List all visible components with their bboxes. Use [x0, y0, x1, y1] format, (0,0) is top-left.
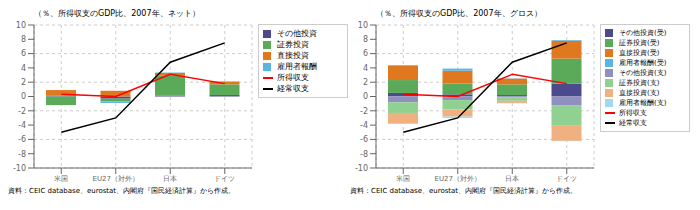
html-text:雇用者報酬(受): 雇用者報酬(受)	[619, 59, 667, 67]
html-text:証券投資(受): 証券投資(受)	[619, 39, 660, 47]
svg-text:EU27（対外）: EU27（対外）	[93, 175, 139, 183]
html-text:直接投資: 直接投資	[277, 51, 309, 60]
svg-text:-8: -8	[360, 150, 368, 159]
html-text:雇用者報酬: 雇用者報酬	[277, 62, 317, 71]
svg-text:0: 0	[21, 92, 26, 101]
svg-text:日本: 日本	[163, 175, 177, 183]
html-text:その他投資: その他投資	[277, 29, 317, 38]
html-text:資料：CEIC database、eurostat、内閣府『: 資料：CEIC database、eurostat、内閣府『国民経済計算』から作…	[350, 187, 578, 195]
html-text:その他投資(受): その他投資(受)	[619, 29, 667, 37]
svg-text:米国: 米国	[54, 175, 68, 183]
svg-text:-2: -2	[18, 107, 26, 116]
svg-text:ドイツ: ドイツ	[556, 175, 577, 183]
svg-text:ドイツ: ドイツ	[214, 175, 235, 183]
svg-text:10: 10	[358, 21, 368, 30]
svg-text:4: 4	[21, 64, 26, 73]
html-text:証券投資(支): 証券投資(支)	[619, 79, 660, 87]
html-text:その他投資(支): その他投資(支)	[619, 69, 667, 77]
svg-text:-10: -10	[13, 164, 26, 173]
svg-text:6: 6	[363, 49, 368, 58]
svg-text:-6: -6	[360, 135, 368, 144]
html-text:経常収支: 経常収支	[277, 84, 309, 93]
svg-text:-4: -4	[360, 121, 368, 130]
svg-text:EU27（対外）: EU27（対外）	[435, 175, 481, 183]
svg-text:-2: -2	[360, 107, 368, 116]
svg-text:6: 6	[21, 49, 26, 58]
html-text:直接投資(支): 直接投資(支)	[619, 89, 660, 97]
html-text:（％、所得収支のGDP比、2007年、ネット）: （％、所得収支のGDP比、2007年、ネット）	[34, 9, 200, 18]
svg-text:-8: -8	[18, 150, 26, 159]
svg-text:0: 0	[363, 92, 368, 101]
svg-text:-4: -4	[18, 121, 26, 130]
svg-text:-6: -6	[18, 135, 26, 144]
svg-text:日本: 日本	[505, 175, 519, 183]
html-text:（％、所得収支のGDP比、2007年、グロス）: （％、所得収支のGDP比、2007年、グロス）	[376, 9, 542, 18]
svg-text:米国: 米国	[396, 175, 410, 183]
html-text:雇用者報酬(支): 雇用者報酬(支)	[619, 99, 667, 107]
svg-text:-10: -10	[355, 164, 368, 173]
svg-text:8: 8	[21, 35, 26, 44]
html-text:所得収支: 所得収支	[619, 109, 647, 117]
html-text:所得収支: 所得収支	[277, 73, 309, 82]
svg-text:4: 4	[363, 64, 368, 73]
svg-text:2: 2	[21, 78, 26, 87]
html-text:経常収支: 経常収支	[619, 119, 647, 127]
html-text:証券投資: 証券投資	[277, 40, 309, 49]
svg-text:8: 8	[363, 35, 368, 44]
html-text:資料：CEIC database、eurostat、内閣府『: 資料：CEIC database、eurostat、内閣府『国民経済計算』から作…	[8, 187, 236, 195]
html-text:直接投資(受): 直接投資(受)	[619, 49, 660, 57]
svg-text:10: 10	[16, 21, 26, 30]
svg-text:2: 2	[363, 78, 368, 87]
